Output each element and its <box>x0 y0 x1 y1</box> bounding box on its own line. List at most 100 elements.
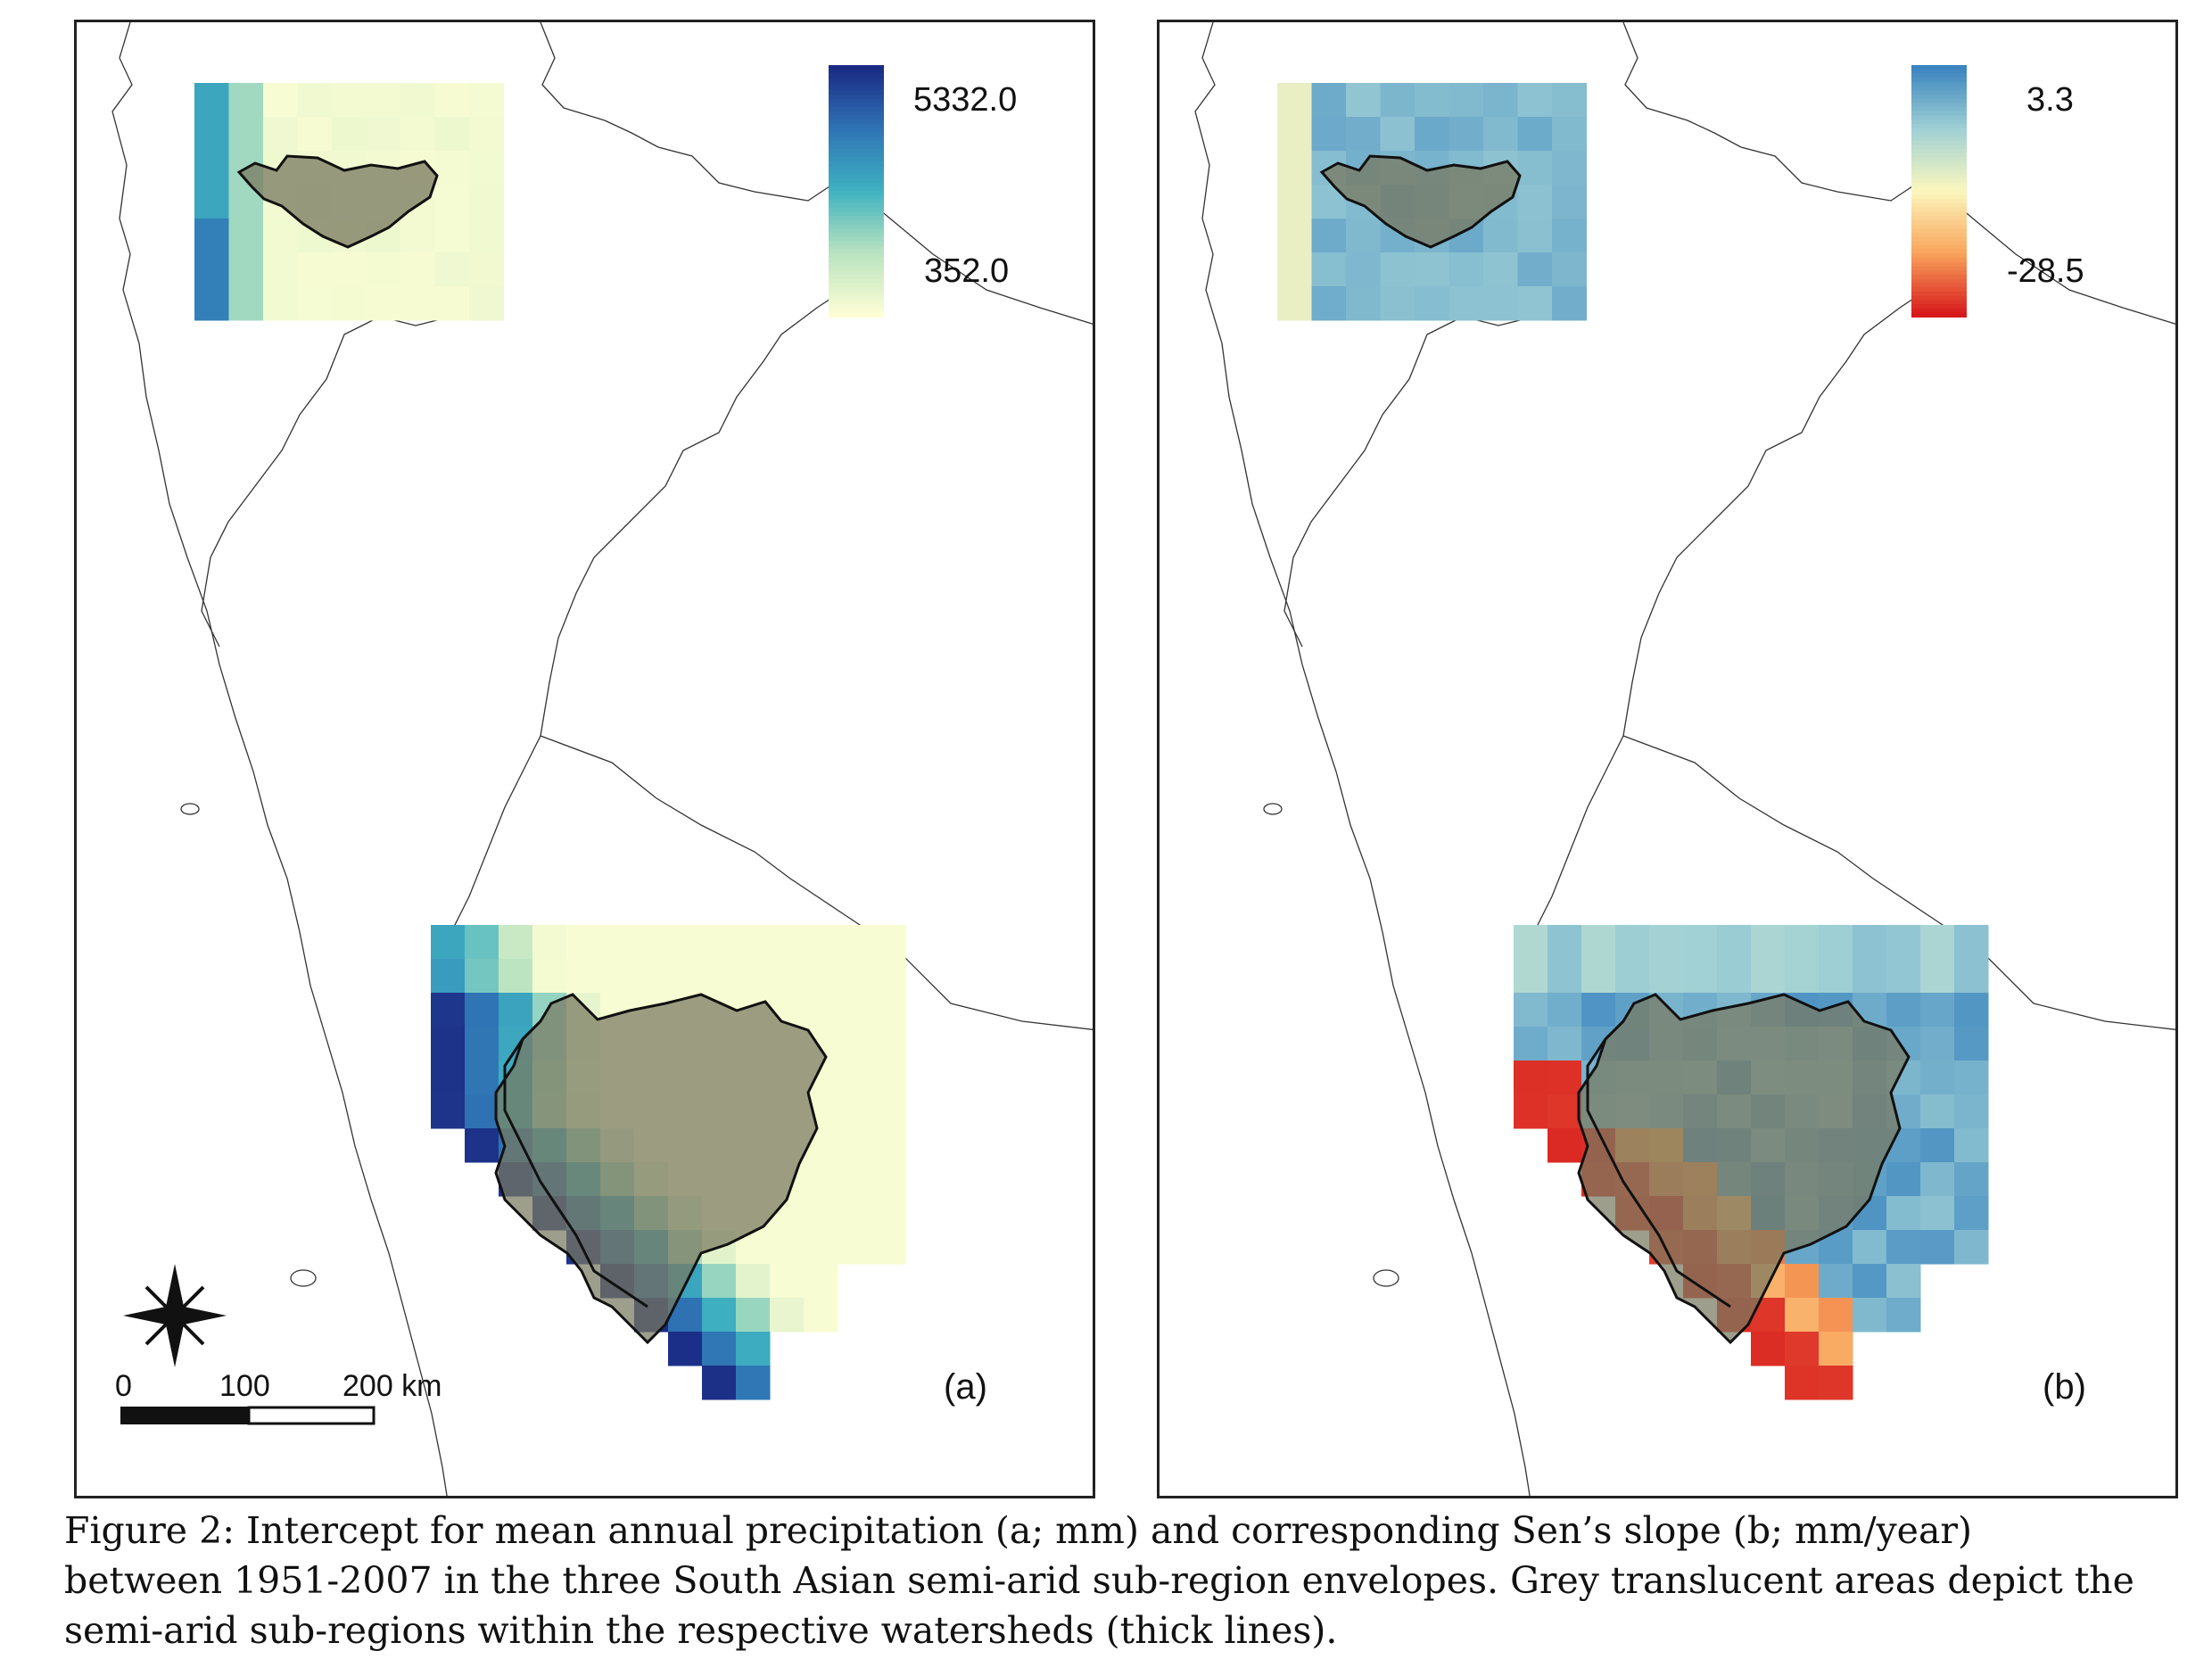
grid-cell <box>1683 925 1718 960</box>
colorbar-step <box>829 258 884 263</box>
colorbar-step <box>829 144 884 150</box>
boundary-line <box>1533 209 1963 1022</box>
grid-cell <box>469 286 504 321</box>
colorbar-step <box>1911 241 1967 247</box>
island-outline <box>1373 1269 1399 1287</box>
colorbar-step <box>829 278 884 285</box>
grid-cell <box>1920 925 1955 960</box>
grid-cell <box>366 117 401 152</box>
grid-cell <box>1920 1027 1955 1061</box>
colorbar-step <box>829 203 884 209</box>
grid-cell <box>871 1061 906 1095</box>
colorbar-step <box>1911 228 1967 234</box>
grid-cell <box>263 252 298 287</box>
grid-cell <box>1785 1332 1820 1366</box>
colorbar-step <box>829 245 884 251</box>
colorbar-step <box>1911 300 1967 305</box>
grid-cell <box>1886 1264 1921 1299</box>
colorbar-step <box>1911 73 1967 79</box>
boundary-line <box>450 209 880 1022</box>
grid-cell <box>838 1162 872 1197</box>
boundary-line <box>1283 289 1553 648</box>
colorbar-step <box>1911 287 1967 293</box>
colorbar-step <box>829 153 884 159</box>
colorbar-step <box>829 132 884 137</box>
grid-cell <box>194 83 229 118</box>
grid-cell <box>228 219 264 253</box>
colorbar-step <box>829 98 884 104</box>
watershed-north <box>1319 154 1522 249</box>
grid-cell <box>1886 1298 1921 1333</box>
grid-cell <box>1514 1027 1548 1061</box>
colorbar-step <box>1911 136 1967 142</box>
grid-cell <box>1886 1196 1921 1231</box>
grid-cell <box>1346 219 1381 253</box>
grid-cell <box>1954 993 1989 1028</box>
grid-cell <box>1615 959 1650 994</box>
colorbar-step <box>829 194 884 201</box>
colorbar-step <box>829 165 884 171</box>
colorbar-step <box>1911 78 1967 83</box>
grid-cell <box>1517 151 1553 186</box>
grid-cell <box>702 1366 737 1400</box>
grid-cell <box>1483 117 1518 152</box>
grid-cell <box>1819 1332 1853 1366</box>
grid-cell <box>770 925 805 960</box>
grid-cell <box>1920 959 1955 994</box>
grid-cell <box>194 185 229 219</box>
colorbar-step <box>1911 140 1967 146</box>
semi-arid-subregion-south <box>494 993 828 1345</box>
grid-cell <box>838 1094 872 1129</box>
grid-cell <box>838 925 872 960</box>
colorbar-step <box>1911 194 1967 201</box>
colorbar-step <box>1911 261 1967 268</box>
colorbar-step <box>1911 174 1967 179</box>
colorbar-step <box>829 233 884 238</box>
grid-cell <box>1514 993 1548 1028</box>
grid-cell <box>1548 1027 1582 1061</box>
grid-cell <box>702 925 737 960</box>
colorbar-step <box>1911 169 1967 176</box>
grid-cell <box>702 959 737 994</box>
colorbar-step <box>829 228 884 234</box>
panel-letter: (b) <box>2043 1367 2086 1407</box>
grid-cell <box>400 252 435 287</box>
grid-cell <box>702 1298 737 1333</box>
colorbar-step <box>1911 291 1967 297</box>
colorbar-step <box>1911 266 1967 272</box>
grid-cell <box>465 993 499 1028</box>
grid-cell <box>668 959 703 994</box>
grid-cell <box>1819 925 1853 960</box>
grid-cell <box>1853 1298 1887 1333</box>
grid-cell <box>1514 1094 1548 1129</box>
grid-cell <box>434 117 470 152</box>
grid-cell <box>1483 219 1518 253</box>
colorbar-step <box>829 186 884 192</box>
grid-cell <box>838 993 872 1028</box>
boundary-line <box>540 22 1093 325</box>
grid-cell <box>1920 1162 1955 1197</box>
colorbar-step <box>1911 107 1967 112</box>
grid-cell <box>838 1061 872 1095</box>
colorbar-step <box>829 120 884 125</box>
grid-cell <box>431 959 466 994</box>
grid-cell <box>871 993 906 1028</box>
grid-cell <box>532 959 567 994</box>
grid-cell <box>1449 252 1484 287</box>
legend-max-label: 5332.0 <box>913 81 1018 119</box>
colorbar-step <box>1911 123 1967 129</box>
colorbar-step <box>1911 312 1967 318</box>
grid-cell <box>1954 1196 1989 1231</box>
colorbar-step <box>1911 161 1967 167</box>
grid-cell <box>1483 83 1518 118</box>
panel-letter: (a) <box>944 1367 987 1407</box>
colorbar-step <box>1911 216 1967 221</box>
colorbar-step <box>829 140 884 146</box>
colorbar-step <box>829 111 884 117</box>
caption-line-2: between 1951-2007 in the three South Asi… <box>64 1559 2134 1602</box>
grid-cell <box>1785 1264 1820 1299</box>
colorbar-step <box>829 115 884 121</box>
colorbar-step <box>829 300 884 305</box>
grid-cell <box>1552 252 1587 287</box>
grid-cell <box>228 252 264 287</box>
